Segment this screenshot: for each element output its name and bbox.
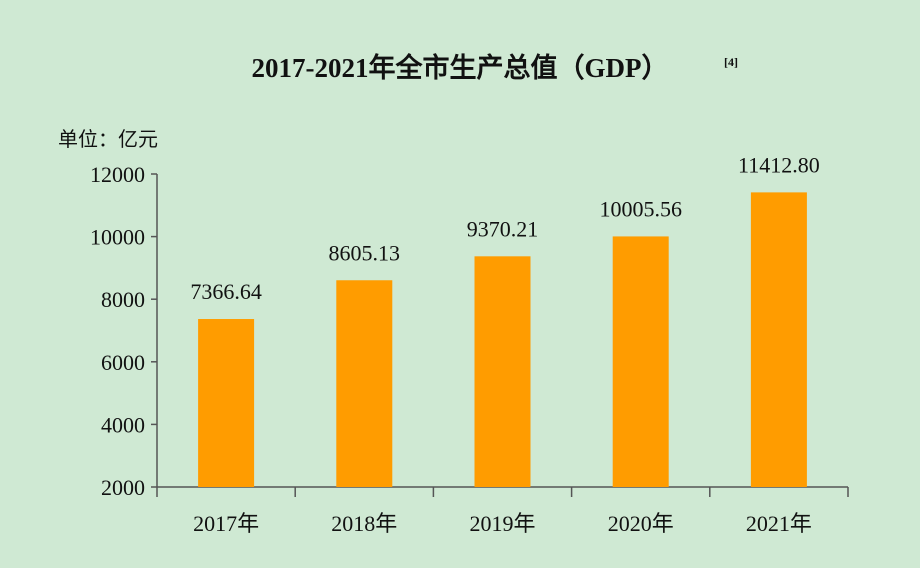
y-tick-label: 6000	[101, 350, 145, 375]
y-tick-label: 8000	[101, 287, 145, 312]
x-tick-label: 2019年	[469, 511, 535, 536]
x-tick-label: 2021年	[746, 511, 812, 536]
chart-title: 2017-2021年全市生产总值（GDP）	[252, 52, 669, 83]
x-tick-label: 2018年	[331, 511, 397, 536]
bar-2019年	[474, 256, 531, 487]
data-label: 11412.80	[738, 152, 820, 177]
y-tick-label: 2000	[101, 475, 145, 500]
data-label: 10005.56	[599, 196, 682, 221]
x-tick-label: 2017年	[193, 511, 259, 536]
data-label: 9370.21	[467, 216, 539, 241]
bar-2020年	[612, 236, 669, 487]
title-footnote: [4]	[724, 55, 738, 69]
unit-label: 单位：亿元	[58, 127, 158, 151]
bar-2018年	[336, 280, 393, 487]
y-tick-label: 10000	[90, 225, 145, 250]
data-label: 8605.13	[329, 240, 401, 265]
data-label: 7366.64	[190, 279, 262, 304]
bar-2021年	[750, 192, 807, 487]
x-tick-label: 2020年	[608, 511, 674, 536]
y-tick-label: 4000	[101, 412, 145, 437]
bar-2017年	[198, 319, 255, 487]
y-tick-label: 12000	[90, 162, 145, 187]
